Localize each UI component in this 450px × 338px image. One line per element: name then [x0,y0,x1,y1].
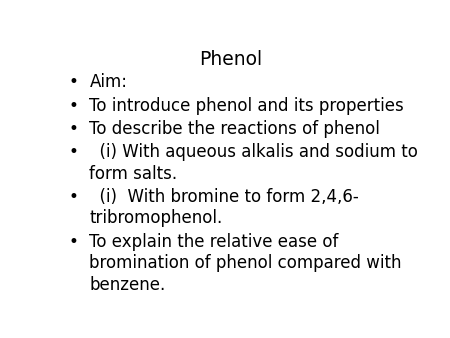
Text: benzene.: benzene. [90,275,166,294]
Text: •: • [68,143,78,161]
Text: Phenol: Phenol [199,50,262,69]
Text: (i) With aqueous alkalis and sodium to: (i) With aqueous alkalis and sodium to [90,143,418,161]
Text: tribromophenol.: tribromophenol. [90,210,223,227]
Text: •: • [68,73,78,91]
Text: •: • [68,233,78,251]
Text: (i)  With bromine to form 2,4,6-: (i) With bromine to form 2,4,6- [90,188,359,206]
Text: •: • [68,120,78,138]
Text: Aim:: Aim: [90,73,127,91]
Text: To explain the relative ease of: To explain the relative ease of [90,233,339,251]
Text: bromination of phenol compared with: bromination of phenol compared with [90,254,402,272]
Text: To introduce phenol and its properties: To introduce phenol and its properties [90,97,404,115]
Text: form salts.: form salts. [90,165,177,183]
Text: •: • [68,97,78,115]
Text: To describe the reactions of phenol: To describe the reactions of phenol [90,120,380,138]
Text: •: • [68,188,78,206]
